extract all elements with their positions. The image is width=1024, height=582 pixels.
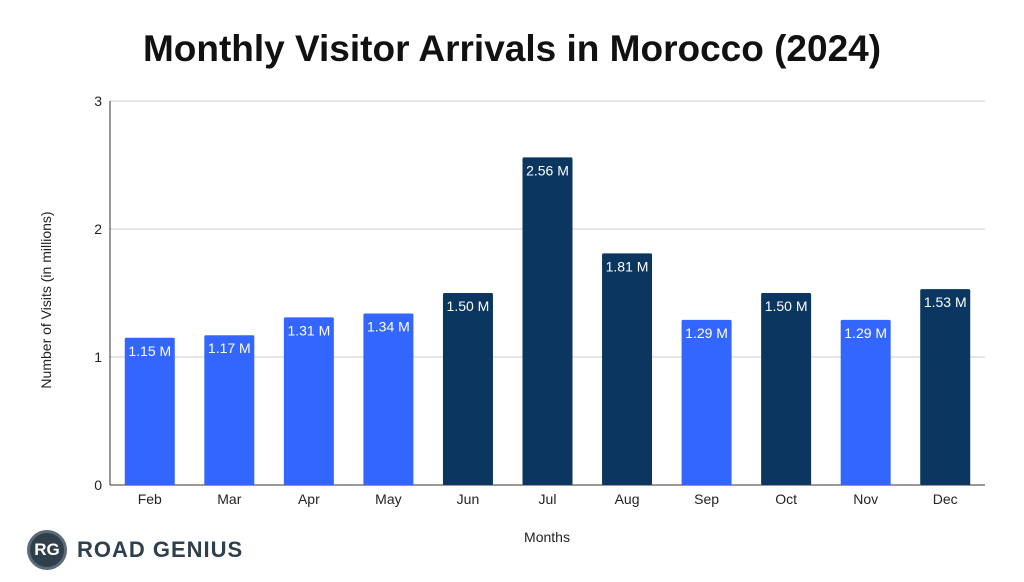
bar [761, 293, 812, 485]
x-tick-label: Jun [457, 491, 480, 507]
brand-logo: RG ROAD GENIUS [27, 528, 243, 572]
x-tick-label: Aug [615, 491, 640, 507]
bar [283, 317, 334, 485]
bar-data-label: 1.34 M [367, 318, 410, 334]
bar [602, 253, 653, 485]
x-tick-label: Mar [217, 491, 241, 507]
x-tick-label: Jul [539, 491, 557, 507]
bar [442, 293, 493, 485]
x-axis-label: Months [524, 529, 570, 545]
bar-data-label: 1.81 M [606, 258, 649, 274]
y-tick-label: 2 [94, 221, 102, 237]
y-tick-label: 0 [94, 477, 102, 493]
bar-data-label: 1.53 M [924, 294, 967, 310]
bar [681, 319, 732, 485]
bar-data-label: 1.29 M [685, 325, 728, 341]
logo-badge-icon: RG [27, 530, 67, 570]
bar-data-label: 1.50 M [765, 298, 808, 314]
bar-data-label: 1.17 M [208, 340, 251, 356]
bar [363, 313, 414, 485]
bar-data-label: 2.56 M [526, 162, 569, 178]
bar [522, 157, 573, 485]
x-tick-label: Feb [138, 491, 162, 507]
bar-data-label: 1.50 M [447, 298, 490, 314]
bar [204, 335, 255, 485]
bars: 1.15 M 1.17 M 1.31 M 1.34 M 1.50 M 2.56 M 1.81… [124, 157, 971, 485]
y-tick-label: 1 [94, 349, 102, 365]
x-tick-label: May [375, 491, 401, 507]
y-tick-label: 3 [94, 93, 102, 109]
bar-data-label: 1.31 M [287, 322, 330, 338]
x-tick-label: Oct [775, 491, 797, 507]
x-tick-label: Dec [933, 491, 958, 507]
bar-data-label: 1.15 M [128, 343, 171, 359]
y-axis-label: Number of Visits (in millions) [38, 211, 54, 388]
bar [840, 319, 891, 485]
x-tick-label: Nov [853, 491, 878, 507]
bar [124, 337, 175, 485]
x-tick-label: Apr [298, 491, 320, 507]
tick-labels: 0 1 2 3 Feb Mar Apr May Jun Jul Aug Sep Oct Nov Dec [94, 93, 957, 507]
chart-title: Monthly Visitor Arrivals in Morocco (202… [142, 28, 882, 69]
logo-wordmark: ROAD GENIUS [77, 537, 244, 562]
bar-data-label: 1.29 M [844, 325, 887, 341]
bar [920, 289, 971, 485]
x-tick-label: Sep [694, 491, 719, 507]
